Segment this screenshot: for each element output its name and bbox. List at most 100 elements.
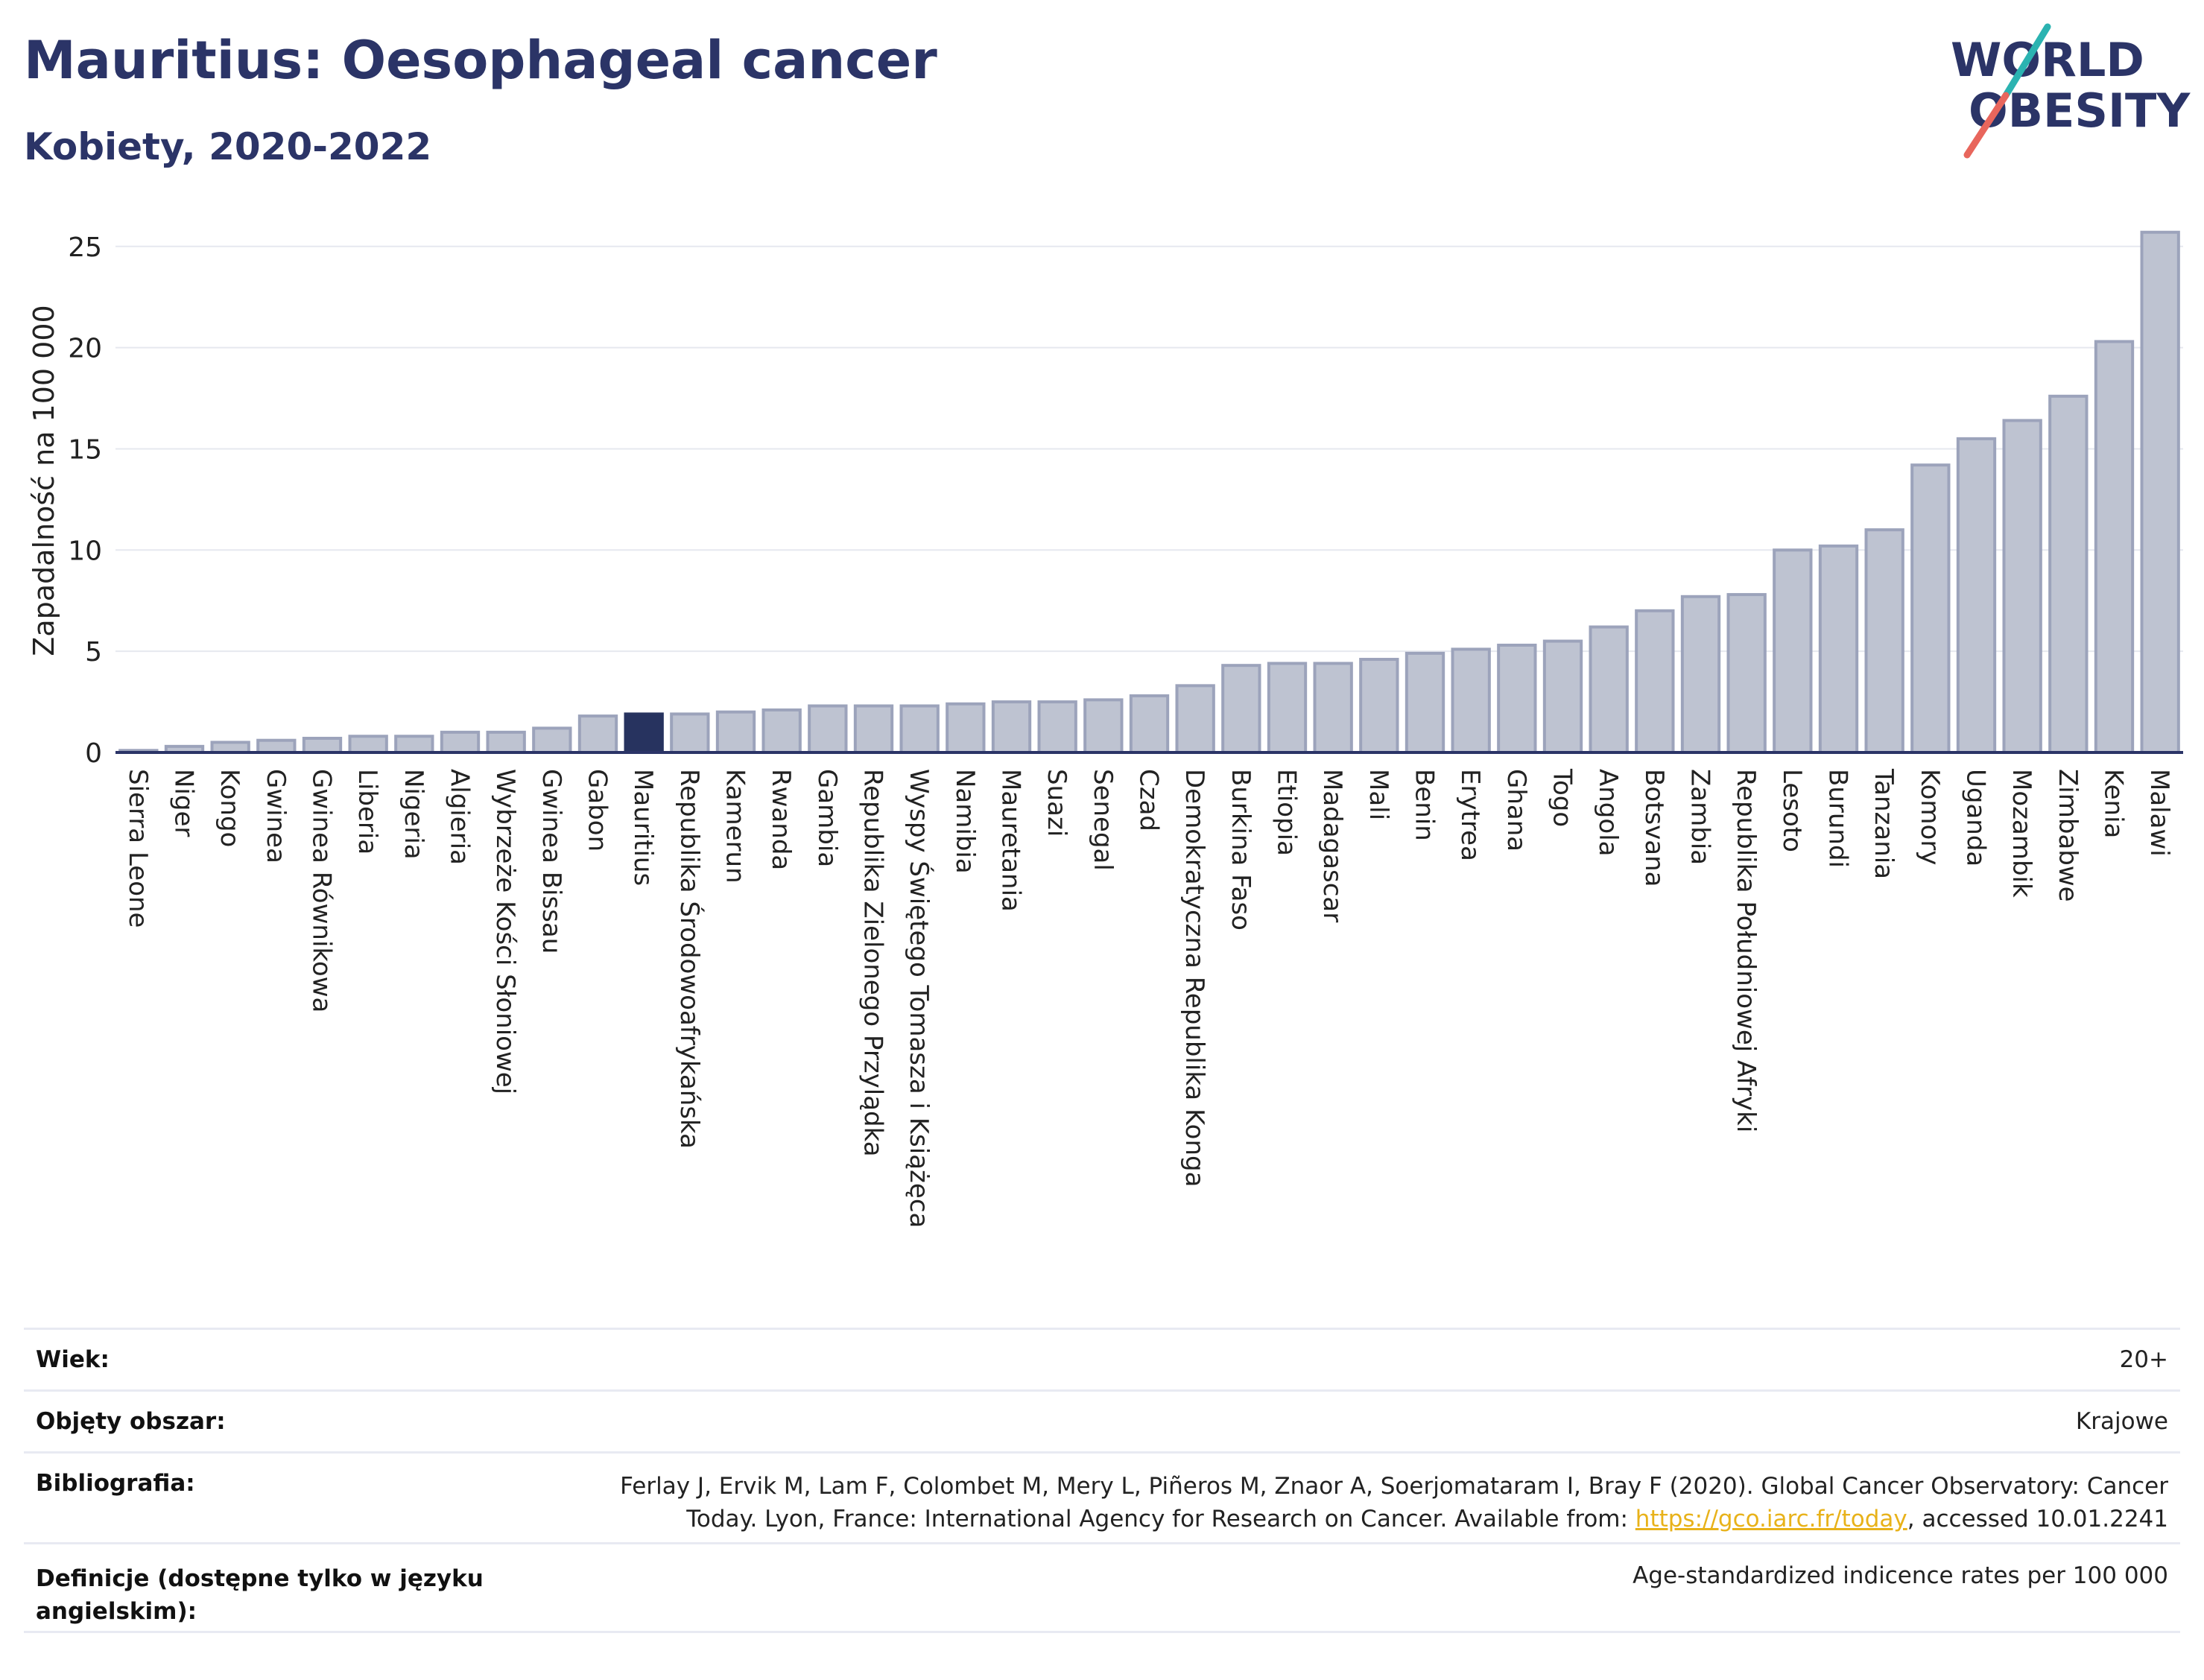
world-obesity-logo: WORLD OBESITY: [1951, 23, 2191, 159]
bar: [1451, 647, 1491, 754]
x-tick-label: Madagascar: [1317, 769, 1347, 922]
meta-key-age: Wiek:: [36, 1346, 110, 1373]
bibliography-line2-pre: Today. Lyon, France: International Agenc…: [686, 1506, 1635, 1532]
bar: [2094, 340, 2135, 754]
y-tick-label: 5: [85, 637, 102, 668]
meta-row-age: Wiek: 20+: [24, 1328, 2180, 1389]
bar: [1773, 548, 1813, 754]
bar: [1726, 593, 1767, 755]
x-tick-label: Tanzania: [1869, 768, 1899, 879]
meta-row-definitions: Definicje (dostępne tylko w języku angie…: [24, 1542, 2180, 1633]
bar: [486, 730, 526, 755]
bar: [991, 700, 1032, 755]
x-tick-label: Republika Południowej Afryki: [1731, 769, 1761, 1132]
bar: [1037, 700, 1077, 755]
logo-line1: WORLD: [1951, 33, 2144, 87]
bar: [808, 704, 848, 755]
bar: [715, 710, 756, 755]
bibliography-line1: Ferlay J, Ervik M, Lam F, Colombet M, Me…: [620, 1473, 2168, 1500]
x-tick-label: Lesoto: [1777, 769, 1807, 852]
bar: [1221, 664, 1261, 754]
x-tick-label: Liberia: [352, 769, 382, 855]
x-tick-label: Gwinea: [261, 769, 291, 863]
x-tick-label: Mauretania: [996, 769, 1026, 912]
x-tick-label: Suazi: [1042, 769, 1071, 837]
x-tick-label: Rwanda: [766, 769, 796, 870]
x-tick-label: Zambia: [1685, 769, 1715, 865]
x-tick-label: Algieria: [445, 769, 475, 865]
bar: [532, 726, 572, 755]
x-tick-label: Sierra Leone: [123, 769, 153, 928]
x-tick-label: Czad: [1134, 769, 1164, 831]
x-tick-label: Gambia: [812, 769, 842, 867]
metadata-table: Wiek: 20+ Objęty obszar: Krajowe Bibliog…: [24, 1328, 2180, 1633]
bar-chart: Zapadalność na 100 000 0 5 10 15 20 25 Sierra…: [28, 230, 2183, 1228]
bar: [670, 712, 710, 755]
x-tick-label: Angola: [1593, 769, 1623, 856]
x-tick-label: Senegal: [1088, 769, 1118, 871]
bar: [1635, 609, 1675, 755]
bar: [2048, 394, 2089, 755]
meta-value-definitions: Age-standardized indicence rates per 100…: [1633, 1562, 2168, 1589]
meta-key-area: Objęty obszar:: [36, 1408, 226, 1435]
x-tick-label: Namibia: [950, 769, 980, 874]
x-tick-label: Kongo: [215, 769, 244, 847]
x-tick-label: Uganda: [1961, 769, 1991, 866]
y-axis-title: Zapadalność na 100 000: [28, 305, 60, 656]
y-tick-label: 20: [68, 334, 102, 364]
x-tick-label: Wybrzeże Kości Słoniowej: [490, 769, 520, 1094]
x-tick-label: Republika Zielonego Przylądka: [858, 769, 888, 1157]
x-tick-label: Nigeria: [399, 769, 428, 860]
bar: [1129, 694, 1170, 754]
bar: [1680, 595, 1721, 755]
bar: [1359, 658, 1399, 754]
bar: [946, 702, 986, 755]
y-tick-label: 10: [68, 536, 102, 566]
bar: [577, 714, 618, 755]
x-tick-label: Gwinea Bissau: [536, 769, 566, 954]
x-tick-label: Burundi: [1823, 769, 1853, 868]
x-tick-label: Botsvana: [1639, 769, 1669, 887]
page-title: Mauritius: Oesophageal cancer: [24, 30, 937, 91]
x-tick-label: Togo: [1548, 768, 1577, 827]
bar: [348, 735, 388, 755]
bar: [624, 712, 664, 755]
bar: [1864, 528, 1904, 754]
x-tick-label: Etiopia: [1272, 769, 1302, 856]
bar: [210, 741, 250, 755]
y-tick-label: 25: [68, 232, 102, 263]
bar: [256, 738, 297, 755]
bar: [440, 730, 481, 755]
bibliography-link[interactable]: https://gco.iarc.fr/today: [1635, 1506, 1907, 1532]
bar: [1405, 651, 1445, 754]
bar: [1497, 644, 1537, 754]
definitions-key-line1: Definicje (dostępne tylko w języku: [36, 1565, 484, 1592]
x-tick-label: Benin: [1410, 769, 1440, 841]
page-subtitle: Kobiety, 2020-2022: [24, 125, 432, 168]
bar: [1267, 662, 1308, 754]
x-tick-label: Zimbabwe: [2053, 769, 2083, 902]
x-tick-label: Kenia: [2099, 769, 2129, 838]
x-tick-label: Gwinea Równikowa: [307, 769, 337, 1012]
x-tick-label: Niger: [169, 769, 199, 837]
x-tick-label: Kamerun: [721, 769, 750, 884]
meta-row-area: Objęty obszar: Krajowe: [24, 1389, 2180, 1451]
bar: [1589, 625, 1629, 755]
bar: [302, 736, 343, 755]
bar: [899, 704, 940, 755]
x-tick-label: Demokratyczna Republika Konga: [1179, 769, 1209, 1187]
meta-key-definitions: Definicje (dostępne tylko w języku angie…: [24, 1562, 484, 1628]
bar: [761, 708, 802, 755]
x-tick-label: Ghana: [1501, 769, 1531, 852]
x-tick-label: Gabon: [583, 769, 612, 852]
meta-value-age: 20+: [2119, 1346, 2168, 1373]
bar: [2140, 230, 2180, 754]
bar: [2002, 419, 2042, 754]
bar: [1175, 684, 1215, 754]
x-tick-label: Wyspy Świętego Tomasza i Książęca: [904, 769, 934, 1228]
x-tick-label: Komory: [1915, 769, 1945, 865]
x-tick-label: Burkina Faso: [1226, 769, 1255, 931]
bar: [1818, 544, 1859, 754]
meta-value-bibliography: Ferlay J, Ervik M, Lam F, Colombet M, Me…: [620, 1470, 2180, 1535]
bar: [1083, 698, 1124, 755]
